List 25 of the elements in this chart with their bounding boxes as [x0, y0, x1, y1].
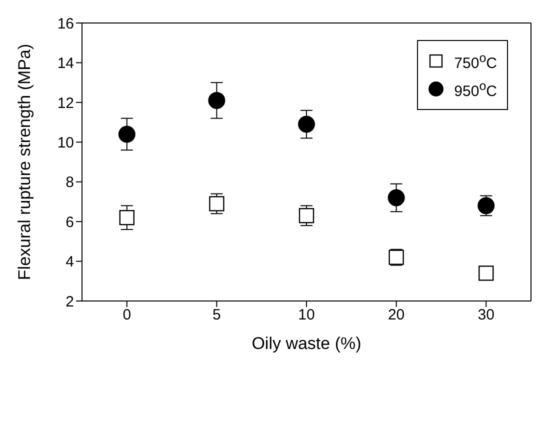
y-tick-label: 6	[66, 214, 74, 231]
y-tick-label: 2	[66, 293, 74, 310]
x-tick-label: 0	[122, 306, 132, 324]
point	[298, 116, 315, 133]
point	[298, 208, 314, 224]
legend-label: 750$^{o}$C	[454, 50, 497, 74]
point	[119, 210, 134, 226]
legend-label: 950$^{o}$C	[454, 78, 497, 102]
point	[388, 189, 405, 206]
point	[478, 266, 494, 281]
x-tick-label: 5	[212, 306, 221, 324]
x-tick-label: 30	[478, 306, 494, 324]
y-tick-label: 8	[66, 174, 74, 192]
y-tick-label: 14	[57, 55, 74, 72]
point	[118, 126, 136, 143]
x-tick-label: 20	[388, 306, 405, 324]
x-axis-title: Oily waste (%)	[252, 334, 362, 353]
x-tick-label: 10	[298, 306, 315, 324]
point	[208, 92, 226, 109]
y-tick-label: 16	[57, 15, 74, 32]
y-tick-label: 10	[57, 134, 74, 152]
y-axis-title: Flexural rupture strength (MPa)	[15, 44, 34, 280]
y-tick-label: 12	[57, 94, 74, 112]
y-tick-label: 4	[66, 254, 74, 271]
point	[209, 196, 224, 212]
